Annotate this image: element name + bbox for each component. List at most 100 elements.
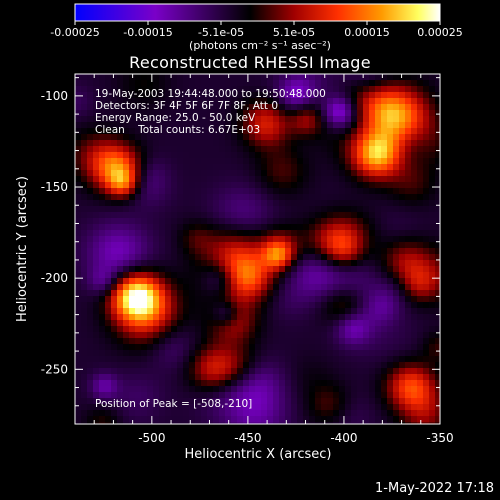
heatmap-cell <box>291 284 297 290</box>
heatmap-cell <box>225 218 231 224</box>
heatmap-cell <box>141 92 147 98</box>
heatmap-cell <box>105 266 111 272</box>
heatmap-cell <box>183 332 189 338</box>
heatmap-cell <box>261 350 267 356</box>
heatmap-cell <box>285 104 291 110</box>
heatmap-cell <box>363 386 369 392</box>
heatmap-cell <box>423 344 429 350</box>
heatmap-cell <box>363 302 369 308</box>
heatmap-cell <box>435 140 440 146</box>
heatmap-cell <box>315 338 321 344</box>
heatmap-cell <box>219 194 225 200</box>
heatmap-cell <box>237 284 243 290</box>
heatmap-cell <box>99 218 105 224</box>
heatmap-cell <box>93 128 99 134</box>
heatmap-cell <box>111 236 117 242</box>
heatmap-cell <box>375 152 381 158</box>
heatmap-cell <box>309 260 315 266</box>
heatmap-cell <box>99 398 105 404</box>
heatmap-cell <box>219 98 225 104</box>
heatmap-cell <box>261 236 267 242</box>
heatmap-cell <box>141 392 147 398</box>
heatmap-cell <box>141 308 147 314</box>
heatmap-cell <box>273 404 279 410</box>
heatmap-cell <box>357 104 363 110</box>
heatmap-cell <box>267 416 273 422</box>
heatmap-cell <box>75 314 81 320</box>
heatmap-cell <box>351 308 357 314</box>
heatmap-cell <box>333 296 339 302</box>
heatmap-cell <box>201 194 207 200</box>
heatmap-cell <box>411 218 417 224</box>
heatmap-cell <box>231 278 237 284</box>
heatmap-cell <box>177 122 183 128</box>
heatmap-cell <box>165 200 171 206</box>
heatmap-cell <box>237 224 243 230</box>
heatmap-cell <box>231 170 237 176</box>
heatmap-cell <box>417 386 423 392</box>
heatmap-cell <box>327 362 333 368</box>
heatmap-cell <box>381 266 387 272</box>
heatmap-cell <box>201 152 207 158</box>
heatmap-cell <box>153 194 159 200</box>
heatmap-cell <box>177 290 183 296</box>
heatmap-cell <box>237 80 243 86</box>
heatmap-cell <box>111 146 117 152</box>
heatmap-cell <box>231 386 237 392</box>
heatmap-cell <box>183 176 189 182</box>
heatmap-cell <box>417 146 423 152</box>
heatmap-cell <box>351 242 357 248</box>
heatmap-cell <box>105 206 111 212</box>
heatmap-cell <box>243 212 249 218</box>
heatmap-cell <box>183 272 189 278</box>
heatmap-cell <box>333 290 339 296</box>
heatmap-cell <box>339 170 345 176</box>
heatmap-cell <box>141 200 147 206</box>
heatmap-cell <box>291 212 297 218</box>
heatmap-cell <box>363 92 369 98</box>
heatmap-cell <box>147 392 153 398</box>
heatmap-cell <box>303 86 309 92</box>
heatmap-cell <box>417 278 423 284</box>
heatmap-cell <box>327 200 333 206</box>
heatmap-cell <box>201 248 207 254</box>
heatmap-cell <box>129 158 135 164</box>
heatmap-cell <box>75 356 81 362</box>
heatmap-cell <box>405 140 411 146</box>
heatmap-cell <box>327 404 333 410</box>
heatmap-cell <box>135 314 141 320</box>
heatmap-cell <box>141 182 147 188</box>
heatmap-cell <box>351 398 357 404</box>
heatmap-cell <box>273 242 279 248</box>
heatmap-cell <box>363 350 369 356</box>
heatmap-cell <box>255 194 261 200</box>
heatmap-cell <box>243 356 249 362</box>
heatmap-cell <box>237 86 243 92</box>
heatmap-cell <box>381 356 387 362</box>
heatmap-cell <box>213 206 219 212</box>
heatmap-cell <box>333 404 339 410</box>
heatmap-cell <box>273 380 279 386</box>
heatmap-cell <box>273 302 279 308</box>
heatmap-cell <box>369 380 375 386</box>
heatmap-cell <box>93 212 99 218</box>
heatmap-cell <box>231 80 237 86</box>
colorbar-unit-label: (photons cm⁻² s⁻¹ asec⁻²) <box>189 39 331 52</box>
heatmap-cell <box>81 200 87 206</box>
heatmap-cell <box>75 386 81 392</box>
heatmap-cell <box>195 326 201 332</box>
heatmap-cell <box>285 296 291 302</box>
heatmap-cell <box>405 116 411 122</box>
heatmap-cell <box>141 248 147 254</box>
heatmap-cell <box>249 368 255 374</box>
heatmap-cell <box>213 314 219 320</box>
heatmap-cell <box>153 284 159 290</box>
heatmap-cell <box>387 380 393 386</box>
heatmap-cell <box>429 350 435 356</box>
heatmap-cell <box>393 176 399 182</box>
heatmap-cell <box>399 146 405 152</box>
heatmap-cell <box>267 116 273 122</box>
heatmap-cell <box>129 260 135 266</box>
heatmap-cell <box>123 212 129 218</box>
heatmap-cell <box>123 200 129 206</box>
